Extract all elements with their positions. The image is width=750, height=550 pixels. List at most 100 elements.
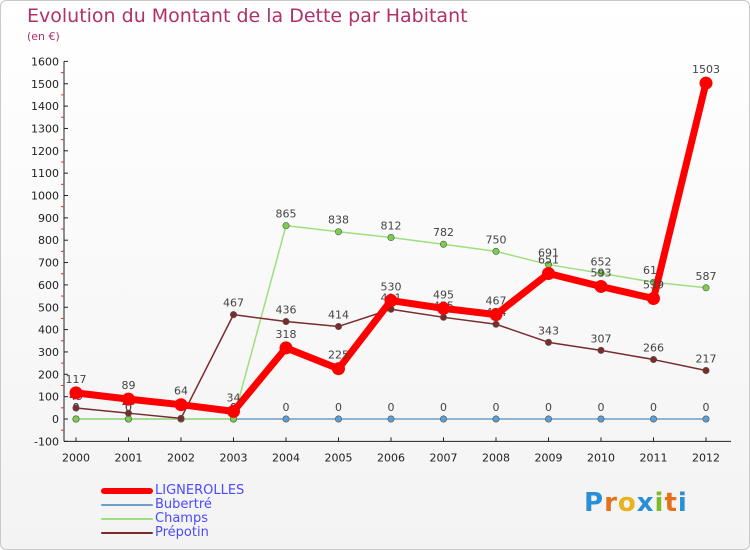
data-label: 117 bbox=[66, 373, 87, 386]
legend-label-bubertre: Bubertré bbox=[155, 497, 212, 512]
data-label: 865 bbox=[276, 208, 297, 221]
data-label: 0 bbox=[545, 401, 552, 414]
data-point bbox=[544, 415, 552, 423]
y-tick-label: 1300 bbox=[31, 122, 59, 135]
data-point bbox=[492, 247, 500, 255]
logo-letter: o bbox=[617, 488, 637, 518]
data-label: 0 bbox=[125, 401, 132, 414]
data-label: 0 bbox=[283, 401, 290, 414]
data-label: 307 bbox=[591, 332, 612, 345]
logo-letter: i bbox=[677, 488, 688, 518]
data-label: 467 bbox=[223, 297, 244, 310]
data-label: 1503 bbox=[692, 63, 720, 76]
data-point bbox=[439, 240, 447, 248]
y-tick-label: 500 bbox=[38, 301, 59, 314]
y-tick-label: 700 bbox=[38, 257, 59, 270]
data-point bbox=[227, 404, 240, 418]
data-point bbox=[702, 415, 710, 423]
x-tick-label: 2012 bbox=[692, 451, 720, 464]
data-label: 0 bbox=[440, 401, 447, 414]
data-point bbox=[699, 76, 713, 90]
y-tick-label: 200 bbox=[38, 368, 59, 381]
data-point bbox=[279, 341, 293, 355]
y-tick-label: 1600 bbox=[31, 55, 59, 68]
data-label: 691 bbox=[538, 247, 559, 260]
data-point bbox=[544, 338, 552, 346]
y-tick-label: 1200 bbox=[31, 145, 59, 158]
chart-subtitle: (en €) bbox=[27, 30, 60, 43]
data-label: 812 bbox=[381, 220, 402, 233]
y-tick-label: 1400 bbox=[31, 100, 59, 113]
data-point bbox=[702, 367, 710, 375]
legend-item-lignerolles: LIGNEROLLES bbox=[101, 483, 301, 498]
data-label: 652 bbox=[591, 255, 612, 268]
legend-label-prepotin: Prépotin bbox=[155, 525, 209, 540]
data-label: 34 bbox=[227, 391, 241, 404]
y-tick-label: 0 bbox=[52, 413, 59, 426]
data-label: 0 bbox=[493, 401, 500, 414]
data-point bbox=[597, 346, 605, 354]
legend-swatch-champs bbox=[101, 518, 153, 520]
series-line bbox=[72, 79, 710, 415]
data-point bbox=[597, 415, 605, 423]
data-point bbox=[72, 415, 80, 423]
data-point bbox=[647, 292, 660, 306]
proxiti-logo: Proxiti bbox=[584, 488, 688, 518]
x-tick-label: 2009 bbox=[535, 451, 563, 464]
x-tick-label: 2005 bbox=[325, 451, 353, 464]
data-point bbox=[282, 415, 290, 423]
x-tick-label: 2006 bbox=[377, 451, 405, 464]
legend: LIGNEROLLES Bubertré Champs Prépotin bbox=[101, 483, 301, 540]
data-point bbox=[439, 415, 447, 423]
data-point bbox=[69, 386, 83, 400]
data-point bbox=[174, 398, 188, 412]
data-label: 530 bbox=[381, 281, 402, 294]
data-label: 0 bbox=[703, 401, 710, 414]
x-tick-label: 2010 bbox=[587, 451, 615, 464]
legend-label-lignerolles: LIGNEROLLES bbox=[155, 483, 245, 498]
x-tick-label: 2007 bbox=[430, 451, 458, 464]
data-point bbox=[230, 311, 238, 319]
data-point bbox=[72, 404, 80, 412]
logo-letter: r bbox=[604, 488, 618, 518]
x-tick-label: 2008 bbox=[482, 451, 510, 464]
data-label: 0 bbox=[598, 401, 605, 414]
data-point bbox=[492, 415, 500, 423]
y-tick-label: 800 bbox=[38, 234, 59, 247]
data-label: 225 bbox=[328, 349, 349, 362]
chart-title: Evolution du Montant de la Dette par Hab… bbox=[27, 5, 468, 27]
data-label: 217 bbox=[696, 353, 717, 366]
data-label: 0 bbox=[650, 401, 657, 414]
data-label: 593 bbox=[591, 266, 612, 279]
data-label: 89 bbox=[122, 379, 136, 392]
legend-swatch-lignerolles bbox=[101, 488, 153, 494]
x-tick-label: 2004 bbox=[272, 451, 300, 464]
logo-letter: t bbox=[664, 488, 678, 518]
data-point bbox=[489, 308, 503, 322]
x-tick-label: 2002 bbox=[167, 451, 195, 464]
data-label: 467 bbox=[486, 295, 507, 308]
x-tick-label: 2003 bbox=[220, 451, 248, 464]
y-tick-label: 600 bbox=[38, 279, 59, 292]
y-tick-label: 300 bbox=[38, 346, 59, 359]
data-point bbox=[437, 301, 450, 315]
data-point bbox=[439, 313, 447, 321]
data-label: 750 bbox=[486, 233, 507, 246]
logo-letter: i bbox=[654, 488, 665, 518]
data-point bbox=[334, 228, 342, 236]
data-point bbox=[384, 294, 398, 308]
data-label: 318 bbox=[276, 328, 297, 341]
data-label: 838 bbox=[328, 214, 349, 227]
data-label: 0 bbox=[388, 401, 395, 414]
series-line bbox=[75, 224, 707, 420]
x-tick-label: 2001 bbox=[115, 451, 143, 464]
data-label: 651 bbox=[538, 254, 559, 267]
data-point bbox=[125, 415, 133, 423]
data-label: 495 bbox=[433, 288, 454, 301]
data-point bbox=[122, 392, 135, 406]
legend-swatch-bubertre bbox=[101, 504, 153, 506]
data-point bbox=[334, 415, 342, 423]
legend-item-champs: Champs bbox=[101, 511, 301, 526]
